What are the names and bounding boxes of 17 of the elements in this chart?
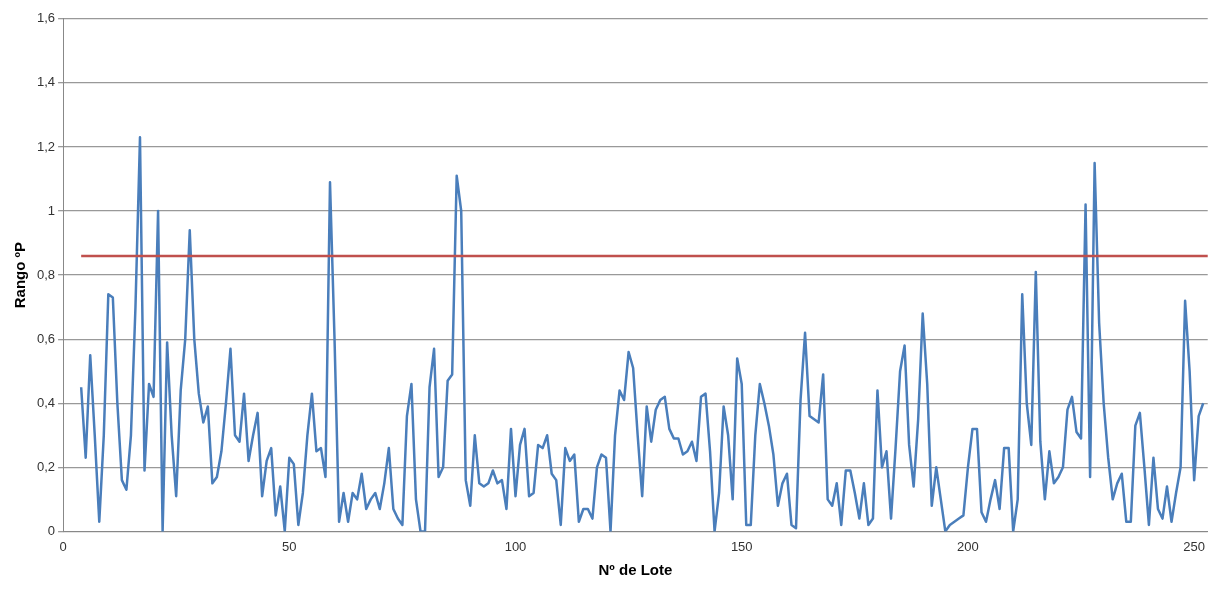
y-tick-label: 1,4 — [36, 74, 56, 90]
y-tick-label: 1 — [47, 202, 56, 218]
x-tick-label: 250 — [1183, 538, 1206, 554]
y-tick-label: 0,2 — [36, 458, 56, 474]
y-axis-title: Rango ºP — [11, 241, 29, 309]
x-tick-label: 150 — [730, 538, 753, 554]
x-tick-label: 0 — [59, 538, 67, 554]
y-tick-label: 0 — [47, 522, 56, 538]
x-tick-label: 50 — [282, 538, 297, 554]
x-tick-label: 100 — [504, 538, 527, 554]
x-tick-label: 200 — [957, 538, 979, 554]
y-tick-label: 0,4 — [36, 394, 56, 410]
y-tick-label: 1,2 — [36, 138, 56, 154]
x-axis-title: Nº de Lote — [598, 561, 673, 579]
y-tick-label: 1,6 — [36, 10, 56, 26]
y-tick-label: 0,6 — [36, 330, 56, 346]
y-tick-label: 0,8 — [36, 266, 56, 282]
